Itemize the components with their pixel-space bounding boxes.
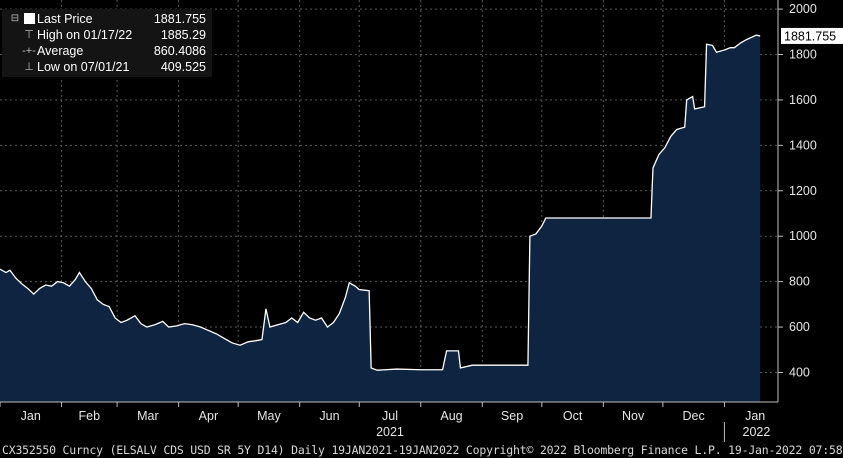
x-tick-label: Sep [501, 409, 523, 423]
y-tick-label: 800 [789, 275, 810, 289]
last-price-tag-label: 1881.755 [784, 29, 836, 43]
y-tick-label: 1000 [789, 229, 817, 243]
series-last-price [0, 34, 761, 403]
legend-label: Average [37, 44, 84, 58]
high-marker-icon: ⊤ [24, 29, 34, 41]
x-tick-label: Feb [79, 409, 101, 423]
x-tick-label: Jan [21, 409, 41, 423]
y-tick-label: 400 [789, 365, 810, 379]
legend-label: Last Price [37, 12, 93, 26]
x-tick-label: Nov [622, 409, 645, 423]
x-year-label: 2022 [743, 425, 771, 439]
x-tick-label: Jul [382, 409, 398, 423]
low-marker-icon: ⊥ [24, 61, 34, 73]
x-tick-label: Jun [319, 409, 339, 423]
legend-label: High on 01/17/22 [37, 28, 133, 42]
legend-item-last-price[interactable]: ⊟ Last Price 1881.755 [2, 11, 212, 27]
last-price-tag [781, 27, 843, 44]
y-tick-label: 600 [789, 320, 810, 334]
legend-value: 409.525 [160, 60, 206, 74]
legend-value: 860.4086 [153, 44, 206, 58]
legend-item-high[interactable]: ⊤ High on 01/17/22 1885.29 [2, 27, 212, 43]
legend: ⊟ Last Price 1881.755 ⊤ High on 01/17/22… [2, 9, 212, 77]
series-line [0, 34, 761, 371]
x-tick-label: Aug [440, 409, 462, 423]
legend-value: 1885.29 [160, 28, 206, 42]
x-tick-label: Jan [745, 409, 765, 423]
x-tick-label: May [257, 409, 281, 423]
legend-label: Low on 07/01/21 [37, 60, 130, 74]
axes: 400 600 800 1000 1200 1400 1600 1800 2000 Jan Feb M… [0, 0, 843, 442]
y-tick-label: 1200 [789, 184, 817, 198]
footer-caption: CX352550 Curncy (ELSALV CDS USD SR 5Y D1… [2, 443, 843, 457]
x-year-label: 2021 [376, 425, 404, 439]
legend-item-low[interactable]: ⊥ Low on 07/01/21 409.525 [2, 59, 212, 75]
x-tick-label: Oct [563, 409, 583, 423]
series-area [0, 35, 761, 403]
x-tick-label: Mar [137, 409, 159, 423]
average-marker-icon: -+- [22, 45, 36, 57]
legend-item-average[interactable]: -+- Average 860.4086 [2, 43, 212, 59]
collapse-icon[interactable]: ⊟ [10, 13, 20, 24]
legend-value: 1881.755 [153, 12, 206, 26]
last-price-swatch-icon [22, 11, 36, 29]
x-tick-label: Dec [683, 409, 705, 423]
y-tick-label: 1800 [789, 48, 817, 62]
y-tick-label: 2000 [789, 2, 817, 16]
y-tick-label: 1600 [789, 93, 817, 107]
y-tick-label: 1400 [789, 138, 817, 152]
x-tick-label: Apr [199, 409, 218, 423]
